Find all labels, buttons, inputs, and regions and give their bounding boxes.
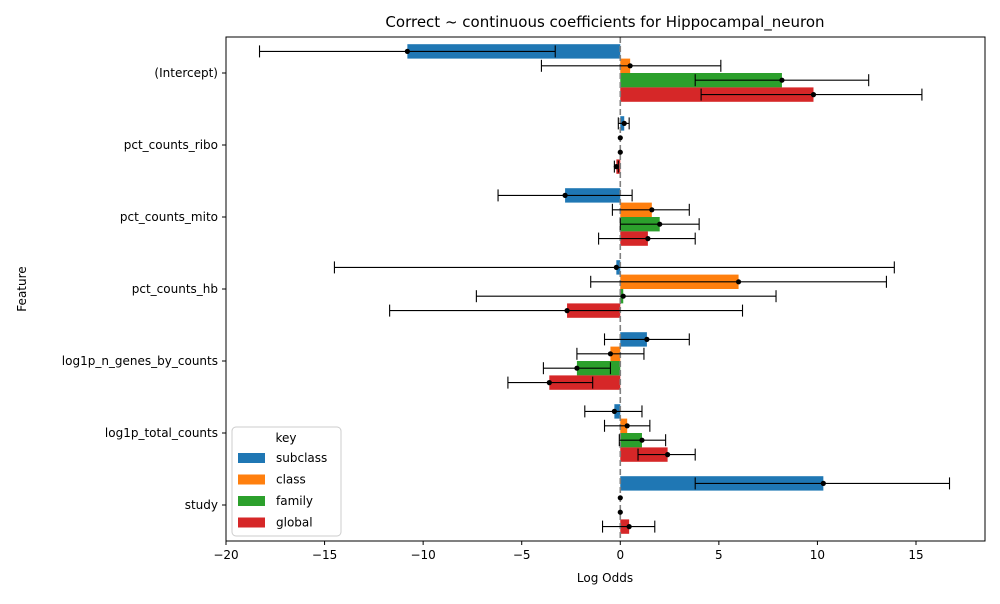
point-class-2 (649, 207, 654, 212)
legend-swatch-subclass (238, 453, 265, 463)
point-family-0 (779, 78, 784, 83)
x-tick-label: −15 (312, 548, 337, 562)
point-global-0 (811, 92, 816, 97)
point-global-4 (547, 380, 552, 385)
point-subclass-4 (644, 337, 649, 342)
point-family-3 (621, 294, 626, 299)
legend-label-family: family (276, 494, 313, 508)
y-tick-label: pct_counts_mito (120, 210, 218, 224)
chart-title: Correct ~ continuous coefficients for Hi… (385, 13, 824, 32)
point-class-4 (608, 351, 613, 356)
y-tick-label: pct_counts_hb (132, 282, 218, 296)
point-family-2 (657, 222, 662, 227)
point-class-5 (625, 423, 630, 428)
y-tick-label: log1p_total_counts (105, 426, 218, 440)
point-class-0 (628, 63, 633, 68)
point-subclass-2 (562, 193, 567, 198)
point-family-6 (618, 510, 623, 515)
y-tick-label: pct_counts_ribo (124, 138, 218, 152)
point-global-6 (627, 524, 632, 529)
point-subclass-3 (614, 265, 619, 270)
legend-swatch-class (238, 475, 265, 485)
legend: key subclass class family global (232, 427, 341, 536)
legend-label-global: global (276, 516, 313, 530)
x-tick-label: −5 (513, 548, 531, 562)
legend-swatch-global (238, 518, 265, 528)
point-subclass-0 (405, 49, 410, 54)
point-family-1 (618, 150, 623, 155)
x-tick-label: −10 (410, 548, 435, 562)
point-global-2 (645, 236, 650, 241)
x-tick-label: 0 (616, 548, 624, 562)
legend-title: key (275, 431, 296, 445)
point-subclass-5 (612, 409, 617, 414)
point-family-5 (639, 438, 644, 443)
point-class-3 (736, 279, 741, 284)
point-global-1 (614, 164, 619, 169)
legend-label-subclass: subclass (276, 451, 327, 465)
x-tick-label: 5 (715, 548, 723, 562)
point-subclass-6 (821, 481, 826, 486)
point-global-3 (564, 308, 569, 313)
bars-layer (407, 44, 823, 534)
x-tick-label: 10 (810, 548, 825, 562)
legend-swatch-family (238, 496, 265, 506)
x-tick-label: 15 (908, 548, 923, 562)
point-subclass-1 (622, 121, 627, 126)
x-tick-label: −20 (213, 548, 238, 562)
legend-label-class: class (276, 473, 306, 487)
point-class-1 (618, 135, 623, 140)
x-axis-title: Log Odds (577, 571, 633, 585)
y-tick-label: log1p_n_genes_by_counts (62, 354, 218, 368)
y-tick-label: (Intercept) (154, 66, 218, 80)
point-class-6 (618, 495, 623, 500)
y-axis-title: Feature (15, 266, 29, 311)
point-global-5 (665, 452, 670, 457)
point-family-4 (574, 366, 579, 371)
error-bars-layer (260, 45, 950, 532)
y-tick-label: study (185, 498, 218, 512)
